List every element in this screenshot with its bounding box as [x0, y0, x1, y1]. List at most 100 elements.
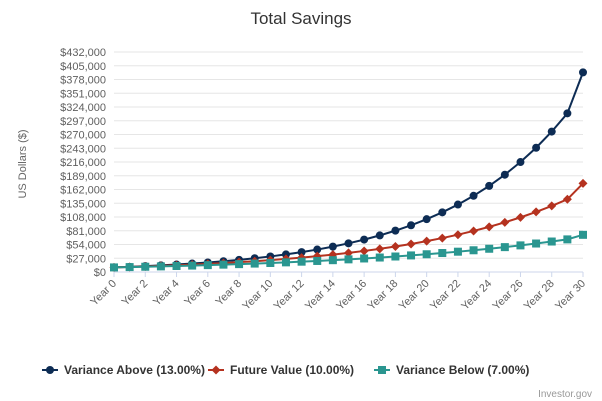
- data-point[interactable]: [485, 244, 494, 253]
- data-point[interactable]: [438, 208, 447, 217]
- data-point[interactable]: [359, 246, 369, 256]
- data-point[interactable]: [547, 201, 557, 211]
- data-point[interactable]: [375, 253, 384, 262]
- data-point[interactable]: [453, 230, 463, 240]
- data-point[interactable]: [219, 260, 228, 269]
- data-point[interactable]: [407, 251, 416, 260]
- data-point[interactable]: [437, 233, 447, 243]
- data-point[interactable]: [407, 221, 416, 230]
- data-point[interactable]: [188, 261, 197, 270]
- data-point[interactable]: [500, 170, 509, 179]
- y-tick-label: $162,000: [60, 185, 106, 197]
- x-tick-label: Year 22: [428, 278, 463, 313]
- y-tick-label: $108,000: [60, 212, 106, 224]
- data-point[interactable]: [141, 262, 150, 271]
- data-point[interactable]: [156, 262, 165, 271]
- legend-label: Variance Below (7.00%): [396, 363, 529, 377]
- x-tick-label: Year 24: [459, 278, 494, 313]
- data-point[interactable]: [344, 239, 353, 248]
- data-point[interactable]: [297, 248, 306, 257]
- legend-item[interactable]: Future Value (10.00%): [208, 363, 354, 377]
- data-point[interactable]: [579, 68, 587, 77]
- data-point[interactable]: [360, 235, 369, 244]
- data-point[interactable]: [532, 143, 541, 152]
- y-tick-label: $270,000: [60, 130, 106, 142]
- data-point[interactable]: [266, 258, 275, 267]
- data-point[interactable]: [531, 207, 541, 217]
- data-point[interactable]: [390, 242, 400, 252]
- x-tick-label: Year 16: [334, 278, 369, 313]
- y-tick-label: $378,000: [60, 75, 106, 87]
- legend: Variance Above (13.00%) Future Value (10.…: [42, 363, 529, 377]
- data-point[interactable]: [406, 239, 416, 249]
- data-point[interactable]: [375, 231, 384, 240]
- y-tick-label: $297,000: [60, 116, 106, 128]
- legend-label: Future Value (10.00%): [230, 363, 354, 377]
- x-tick-label: Year 14: [303, 278, 338, 313]
- data-point[interactable]: [297, 257, 306, 266]
- data-point[interactable]: [203, 261, 212, 270]
- data-point[interactable]: [484, 222, 494, 232]
- data-point[interactable]: [469, 246, 478, 255]
- data-point[interactable]: [562, 194, 572, 204]
- data-point[interactable]: [469, 191, 478, 200]
- y-tick-label: $351,000: [60, 88, 106, 100]
- data-point[interactable]: [516, 241, 525, 250]
- y-tick-label: $54,000: [66, 240, 106, 252]
- x-tick-label: Year 4: [151, 278, 182, 309]
- data-point[interactable]: [578, 178, 588, 188]
- legend-item[interactable]: Variance Below (7.00%): [374, 363, 529, 377]
- data-point[interactable]: [344, 255, 353, 264]
- data-point[interactable]: [313, 256, 322, 265]
- data-point[interactable]: [328, 256, 337, 265]
- data-point[interactable]: [281, 250, 290, 259]
- data-point[interactable]: [469, 226, 479, 236]
- y-tick-label: $324,000: [60, 102, 106, 114]
- data-point[interactable]: [344, 248, 353, 258]
- data-point[interactable]: [563, 235, 572, 244]
- data-point[interactable]: [422, 215, 431, 224]
- legend-marker-symbol[interactable]: [211, 365, 221, 375]
- data-point[interactable]: [375, 244, 385, 254]
- data-point[interactable]: [515, 212, 525, 222]
- data-point[interactable]: [438, 249, 447, 258]
- data-point[interactable]: [391, 252, 400, 261]
- data-point[interactable]: [235, 260, 244, 269]
- data-point[interactable]: [422, 236, 432, 246]
- data-point[interactable]: [313, 245, 322, 254]
- data-point[interactable]: [563, 109, 572, 118]
- legend-marker-symbol[interactable]: [378, 366, 386, 374]
- data-point[interactable]: [110, 263, 118, 272]
- data-point[interactable]: [360, 254, 369, 263]
- data-point[interactable]: [500, 243, 509, 252]
- legend-marker-symbol[interactable]: [46, 366, 54, 374]
- data-point[interactable]: [579, 230, 587, 239]
- data-point[interactable]: [391, 226, 400, 235]
- data-point[interactable]: [500, 217, 510, 227]
- data-point[interactable]: [453, 247, 462, 256]
- y-tick-label: $0: [94, 267, 106, 279]
- y-tick-label: $216,000: [60, 157, 106, 169]
- data-point[interactable]: [532, 239, 541, 248]
- data-point[interactable]: [125, 263, 134, 272]
- data-point[interactable]: [485, 181, 494, 190]
- data-point[interactable]: [516, 158, 525, 167]
- x-tick-label: Year 10: [240, 278, 275, 313]
- data-point[interactable]: [547, 237, 556, 246]
- legend-label: Variance Above (13.00%): [64, 363, 205, 377]
- data-point[interactable]: [422, 250, 431, 259]
- chart-title: Total Savings: [250, 9, 351, 28]
- y-axis-ticks: $0$27,000$54,000$81,000$108,000$135,000$…: [60, 47, 106, 279]
- data-point[interactable]: [281, 258, 290, 267]
- series-1: [110, 68, 587, 272]
- data-point[interactable]: [328, 242, 337, 251]
- data-point[interactable]: [453, 200, 462, 209]
- y-axis-label: US Dollars ($): [17, 129, 29, 198]
- gridlines: [114, 51, 583, 273]
- data-point[interactable]: [547, 127, 556, 136]
- data-point[interactable]: [172, 261, 181, 270]
- data-point[interactable]: [250, 259, 259, 268]
- legend-item[interactable]: Variance Above (13.00%): [42, 363, 205, 377]
- series-line[interactable]: [113, 72, 584, 269]
